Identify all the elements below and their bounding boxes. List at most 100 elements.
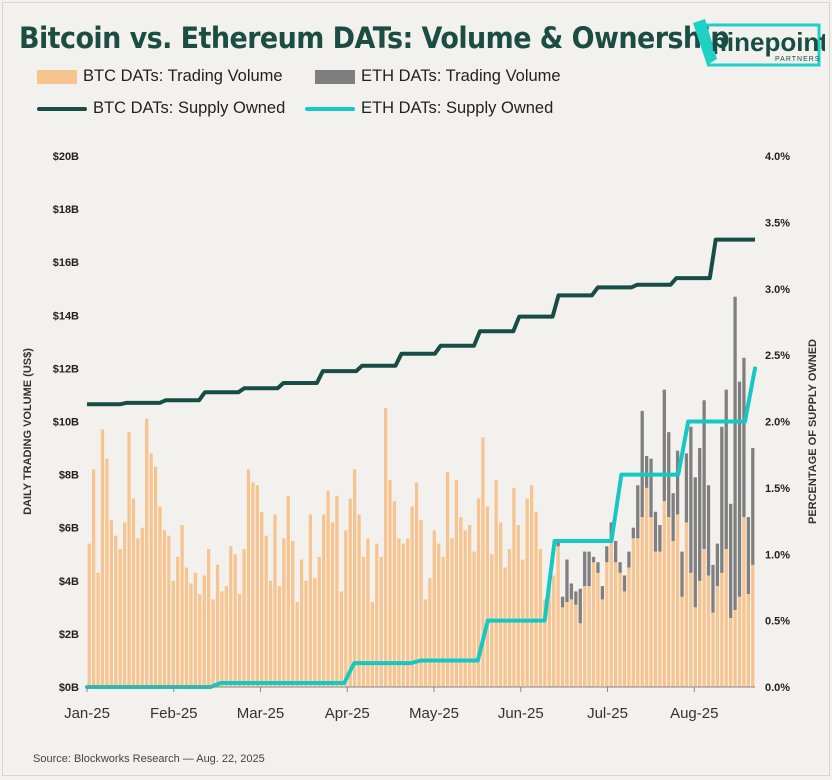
btc-volume-bar (476, 498, 481, 687)
eth-volume-bar (724, 389, 728, 549)
eth-volume-bar (587, 551, 591, 587)
y-tick-label: $2B (59, 629, 79, 641)
btc-volume-bar (512, 487, 516, 688)
btc-volume-bar (543, 599, 547, 687)
eth-volume-bar (693, 477, 697, 608)
eth-volume-bar (698, 448, 702, 581)
eth-volume-bar (729, 503, 733, 618)
btc-volume-bar (406, 538, 410, 687)
eth-supply-line (85, 366, 757, 689)
btc-volume-bar (171, 580, 175, 687)
btc-volume-bar (149, 453, 153, 687)
btc-volume-bar (308, 514, 313, 687)
btc-volume-bar (118, 548, 122, 687)
btc-volume-bar (211, 599, 215, 687)
eth-volume-bar (662, 389, 666, 502)
btc-volume-bar (560, 607, 565, 687)
btc-volume-bar (472, 551, 476, 688)
eth-volume-bar (556, 540, 560, 547)
btc-volume-bar (653, 551, 658, 688)
eth-volume-bar (569, 583, 574, 600)
y-tick-label: $8B (59, 470, 79, 482)
btc-volume-bar (414, 482, 419, 687)
btc-volume-bar (229, 546, 233, 687)
btc-volume-bar (609, 538, 613, 687)
btc-volume-bar (640, 517, 644, 687)
btc-volume-bar (313, 578, 317, 687)
btc-supply-line (87, 237, 755, 407)
page-title: Bitcoin vs. Ethereum DATs: Volume & Owne… (19, 21, 730, 55)
btc-volume-bar (441, 556, 445, 687)
y2-tick-label: 1.5% (765, 483, 790, 495)
btc-volume-bar (184, 567, 189, 687)
eth-volume-bar (583, 551, 587, 587)
y-tick-label: $16B (53, 257, 79, 269)
btc-volume-bar (100, 429, 105, 687)
x-tick-label: Jan-25 (64, 705, 110, 722)
btc-volume-bar (251, 482, 255, 687)
legend-item-eth-volume: ETH DATs: Trading Volume (315, 67, 561, 86)
y-tick-label: $10B (53, 417, 79, 429)
btc-volume-bar (273, 514, 277, 687)
eth-volume-bar (622, 575, 627, 592)
btc-volume-bar (485, 506, 489, 687)
eth-volume-bar (733, 296, 737, 610)
btc-volume-bar (671, 540, 675, 688)
btc-volume-bar (569, 599, 574, 687)
btc-volume-bar (600, 599, 605, 687)
eth-volume-bar (574, 591, 578, 605)
btc-volume-bar (410, 506, 414, 687)
btc-volume-bar (494, 479, 498, 687)
x-tick-label: Apr-25 (325, 705, 370, 722)
btc-volume-bar (556, 546, 560, 687)
btc-volume-bar (397, 538, 401, 687)
legend-label: ETH DATs: Trading Volume (361, 67, 561, 85)
btc-volume-bar (215, 564, 220, 687)
eth-volume-bar (644, 456, 649, 488)
eth-volume-bar (636, 485, 640, 539)
eth-volume-bar (711, 564, 715, 613)
btc-volume-bar (131, 498, 136, 687)
ninepoint-logo: ninepoint PARTNERS (693, 19, 825, 67)
y2-tick-label: 2.0% (765, 417, 790, 429)
btc-volume-bar (618, 572, 622, 687)
btc-volume-bar (246, 469, 251, 687)
btc-volume-bar (578, 623, 582, 687)
btc-volume-bar (724, 548, 728, 687)
eth-volume-bar (653, 511, 658, 552)
btc-volume-bar (344, 530, 348, 688)
btc-volume-bar (286, 495, 290, 687)
y-tick-label: $14B (53, 310, 79, 322)
btc-volume-bar (534, 511, 538, 687)
btc-volume-bar (114, 535, 118, 687)
btc-volume-bar (330, 522, 335, 687)
btc-volume-bar (92, 469, 96, 687)
btc-volume-bar (167, 535, 171, 687)
btc-volume-bar (684, 522, 689, 687)
legend-label: ETH DATs: Supply Owned (361, 99, 554, 117)
x-tick-label: Jun-25 (498, 705, 544, 722)
btc-volume-bar (375, 543, 379, 687)
btc-volume-bar (295, 602, 299, 687)
btc-volume-bar (565, 602, 569, 687)
btc-volume-bar (242, 548, 246, 687)
btc-volume-bar (698, 580, 702, 687)
eth-volume-bar (720, 426, 724, 573)
btc-volume-bar (428, 578, 432, 687)
btc-volume-bar (207, 548, 211, 687)
legend-item-eth-supply: ETH DATs: Supply Owned (305, 99, 553, 118)
chart-legend: BTC DATs: Trading Volume ETH DATs: Tradi… (33, 65, 653, 125)
btc-volume-bar (521, 559, 525, 687)
btc-volume-bar (233, 554, 237, 687)
btc-volume-bar (291, 540, 295, 688)
btc-volume-bar (711, 612, 715, 687)
btc-volume-bar (202, 575, 206, 687)
btc-volume-bar (538, 548, 543, 687)
btc-volume-bar (224, 586, 228, 687)
y2-axis-title: PERCENTAGE OF SUPPLY OWNED (807, 339, 819, 524)
btc-volume-bar (317, 556, 321, 687)
btc-volume-bar (437, 543, 441, 687)
btc-volume-bar (401, 543, 405, 687)
btc-volume-bar (693, 607, 697, 687)
btc-volume-bar (361, 556, 366, 687)
